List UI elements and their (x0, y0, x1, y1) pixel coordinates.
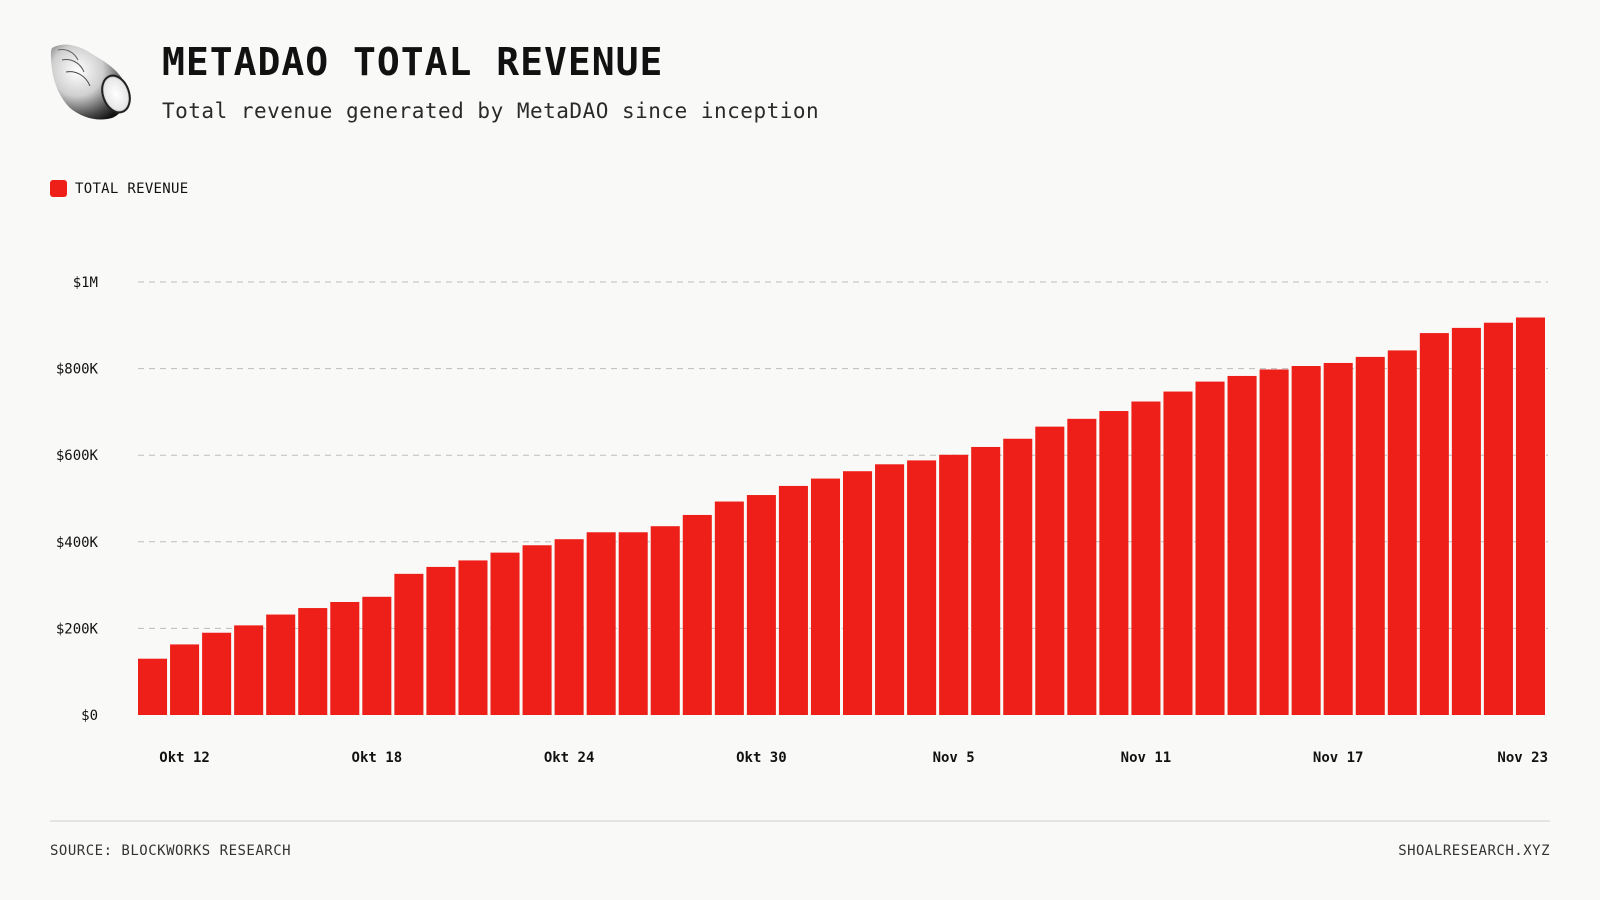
bar (907, 460, 937, 715)
legend-swatch (50, 180, 67, 197)
bar (458, 560, 488, 715)
source-label: SOURCE: BLOCKWORKS RESEARCH (50, 843, 292, 859)
x-tick-label: Nov 23 (1497, 750, 1548, 766)
y-tick-label: $400K (56, 535, 99, 551)
x-tick-label: Okt 18 (352, 750, 403, 766)
bar (1451, 327, 1481, 715)
bar (170, 644, 200, 715)
bar (810, 478, 840, 715)
bar (1483, 322, 1513, 715)
bar (1035, 426, 1065, 715)
bar (586, 532, 616, 715)
x-tick-label: Okt 30 (736, 750, 787, 766)
bar (778, 485, 808, 715)
bar (490, 552, 520, 715)
bar-chart: $0 $200K $400K $600K $800K $1M Okt 12 Okt 18 Okt… (56, 275, 1548, 766)
bar (939, 454, 969, 715)
bar (202, 632, 232, 715)
bar (266, 614, 296, 715)
chart-title: METADAO TOTAL REVENUE (162, 40, 664, 84)
y-tick-label: $200K (56, 621, 99, 637)
bar (1003, 438, 1033, 715)
bar (362, 596, 392, 715)
bar (1387, 350, 1417, 715)
site-label: SHOALRESEARCH.XYZ (1398, 843, 1550, 859)
bar (1323, 362, 1353, 715)
bar (971, 446, 1001, 715)
bar (1195, 381, 1225, 715)
bar (682, 514, 712, 715)
bar (1419, 333, 1449, 715)
bar (1259, 369, 1289, 715)
bar (522, 545, 552, 715)
y-tick-label: $0 (81, 708, 98, 724)
bar (330, 601, 360, 715)
x-tick-label: Okt 12 (159, 750, 210, 766)
bar (1227, 375, 1257, 715)
bar (1067, 418, 1097, 715)
bar (1355, 356, 1385, 715)
bar (650, 526, 680, 715)
bar (714, 501, 744, 715)
bar (746, 495, 776, 715)
y-tick-label: $1M (73, 275, 98, 291)
bar (1131, 401, 1161, 715)
x-tick-label: Nov 5 (933, 750, 975, 766)
footer-divider (50, 820, 1550, 822)
y-tick-label: $800K (56, 362, 99, 378)
bar (1163, 391, 1193, 715)
y-tick-label: $600K (56, 448, 99, 464)
bar (426, 566, 456, 715)
x-tick-label: Nov 17 (1313, 750, 1364, 766)
bar (618, 532, 648, 715)
seashell-logo-icon (50, 44, 131, 120)
bar (875, 464, 905, 715)
bar (298, 608, 328, 715)
x-tick-label: Nov 11 (1121, 750, 1172, 766)
bar (1099, 411, 1129, 715)
bar (1515, 317, 1545, 715)
bar (394, 573, 424, 715)
chart-legend: TOTAL REVENUE (50, 180, 188, 197)
bar (1291, 366, 1321, 715)
bar (843, 471, 873, 715)
bar (554, 539, 584, 715)
x-tick-label: Okt 24 (544, 750, 595, 766)
legend-label: TOTAL REVENUE (75, 180, 189, 197)
bar (234, 625, 264, 715)
chart-subtitle: Total revenue generated by MetaDAO since… (162, 99, 820, 123)
bar (138, 658, 168, 715)
